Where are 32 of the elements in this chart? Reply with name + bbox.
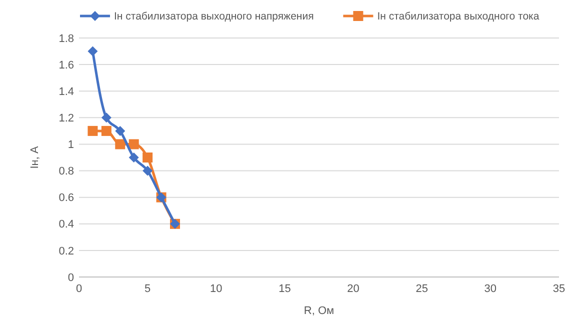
legend-label: Iн стабилизатора выходного тока bbox=[377, 10, 540, 23]
point bbox=[115, 126, 126, 136]
y-tick-label: 1.8 bbox=[58, 32, 74, 45]
y-axis-title: Iн, А bbox=[29, 146, 41, 169]
point bbox=[128, 152, 139, 162]
point bbox=[128, 139, 139, 150]
point bbox=[88, 46, 98, 56]
point bbox=[142, 152, 153, 162]
y-tick-label: 0.2 bbox=[58, 245, 74, 258]
y-tick-label: 0 bbox=[68, 272, 74, 284]
x-tick-label: 5 bbox=[144, 283, 151, 295]
y-tick-label: 0.6 bbox=[58, 192, 74, 204]
point bbox=[101, 112, 112, 123]
point bbox=[115, 139, 126, 150]
y-tick-label: 1 bbox=[68, 139, 74, 152]
y-tick-label: 1.6 bbox=[58, 59, 74, 72]
point bbox=[101, 126, 112, 136]
x-tick-label: 0 bbox=[76, 283, 82, 295]
x-tick-label: 35 bbox=[552, 283, 566, 295]
y-tick-label: 1.2 bbox=[58, 112, 74, 125]
legend-label: Iн стабилизатора выходного напряжения bbox=[114, 10, 314, 23]
x-tick-label: 25 bbox=[416, 283, 428, 295]
point bbox=[142, 166, 153, 176]
point bbox=[88, 126, 98, 136]
y-tick-label: 0.4 bbox=[58, 218, 74, 231]
x-tick-label: 20 bbox=[347, 283, 360, 295]
x-tick-label: 15 bbox=[278, 283, 291, 295]
y-tick-label: 1.4 bbox=[58, 86, 74, 98]
x-axis-title: R, Ом bbox=[304, 305, 334, 317]
x-tick-label: 10 bbox=[210, 283, 222, 295]
y-tick-label: 0.8 bbox=[58, 166, 74, 178]
x-tick-label: 30 bbox=[484, 283, 497, 295]
